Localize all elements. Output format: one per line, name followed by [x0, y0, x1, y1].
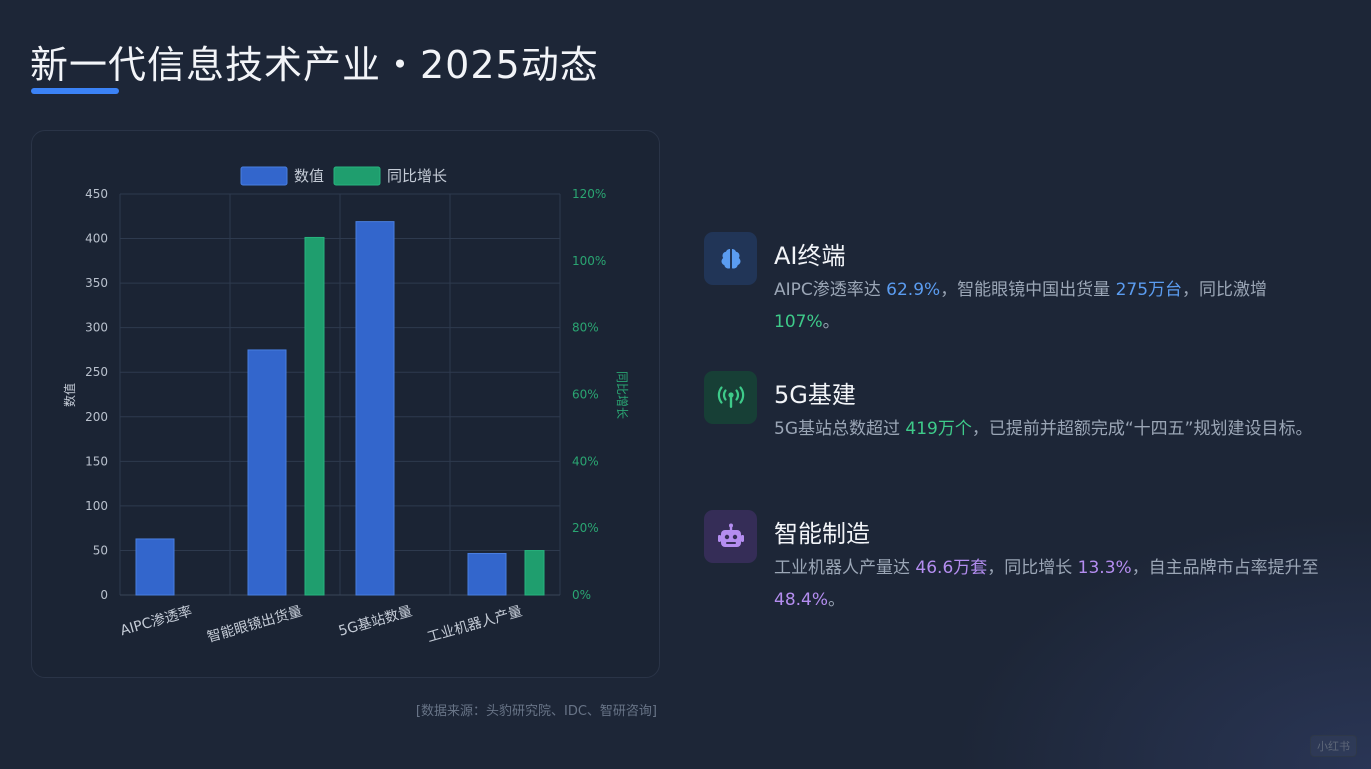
highlight-value: 107%: [774, 312, 823, 332]
legend-label: 数值: [294, 167, 324, 185]
y-tick-label: 350: [85, 276, 108, 290]
desc-text: 工业机器人产量达: [774, 558, 916, 578]
desc-text: 。: [822, 312, 840, 332]
x-tick-label: AIPC渗透率: [118, 603, 194, 640]
y-tick-label: 250: [85, 365, 108, 379]
y2-tick-label: 20%: [572, 521, 599, 535]
y2-tick-label: 100%: [572, 254, 606, 268]
y-tick-label: 200: [85, 410, 108, 424]
x-tick-label: 工业机器人产量: [425, 603, 524, 645]
highlight-value: 419万个: [905, 419, 972, 439]
brain-icon: [704, 232, 757, 285]
title-underline: [31, 88, 119, 94]
page-title: 新一代信息技术产业・2025动态: [30, 43, 599, 87]
y2-axis-title: 同比增长: [615, 371, 629, 419]
desc-text: ，智能眼镜中国出货量: [940, 280, 1116, 300]
y-axis-title: 数值: [62, 383, 77, 407]
bar-chart: 0 50 100 150 200 250 300 350 400 450 0% 20% 40% 60% 80…: [62, 166, 629, 646]
background-glow: [951, 509, 1371, 769]
highlight-value: 275万台: [1115, 280, 1183, 300]
legend-label: 同比增长: [387, 167, 447, 185]
x-tick-label: 智能眼镜出货量: [205, 603, 304, 646]
highlight-value: 48.4%: [774, 590, 829, 610]
y-tick-label: 50: [93, 543, 108, 557]
y2-tick-label: 80%: [572, 321, 599, 335]
info-heading: AI终端: [774, 242, 846, 270]
desc-text: AIPC渗透率达: [774, 280, 887, 300]
watermark-logo: 小红书: [1310, 735, 1357, 757]
desc-text: ，同比激增: [1182, 280, 1268, 300]
desc-text: 5G基站总数超过: [774, 419, 906, 439]
antenna-icon: [704, 371, 757, 424]
y2-tick-label: 60%: [572, 388, 599, 402]
y-tick-label: 150: [85, 454, 108, 468]
bar-value: [467, 552, 507, 596]
info-heading: 智能制造: [774, 520, 870, 548]
y-tick-label: 300: [85, 321, 108, 335]
info-description: 5G基站总数超过 419万个，已提前并超额完成“十四五”规划建设目标。: [774, 413, 1324, 445]
desc-text: ，已提前并超额完成“十四五”规划建设目标。: [971, 419, 1313, 439]
robot-icon: [704, 510, 757, 563]
info-heading: 5G基建: [774, 381, 856, 409]
y-tick-label: 450: [85, 187, 108, 201]
x-tick-label: 5G基站数量: [337, 603, 415, 640]
data-source-note: [数据来源：头豹研究院、IDC、智研咨询]: [415, 704, 657, 719]
chart-card: 0 50 100 150 200 250 300 350 400 450 0% 20% 40% 60% 80…: [31, 130, 660, 678]
y-tick-label: 100: [85, 499, 108, 513]
y2-tick-label: 40%: [572, 454, 599, 468]
desc-text: 。: [828, 590, 846, 610]
info-description: 工业机器人产量达 46.6万套，同比增长 13.3%，自主品牌市占率提升至 48…: [774, 552, 1324, 616]
bar-value: [247, 349, 287, 596]
desc-text: ，自主品牌市占率提升至: [1131, 558, 1319, 578]
y-tick-label: 400: [85, 232, 108, 246]
legend-swatch: [240, 166, 288, 186]
bar-value: [355, 221, 395, 596]
highlight-value: 46.6万套: [915, 558, 988, 578]
highlight-value: 13.3%: [1077, 558, 1132, 578]
bar-growth: [304, 236, 325, 596]
desc-text: ，同比增长: [987, 558, 1078, 578]
highlight-value: 62.9%: [886, 280, 941, 300]
y-tick-label: 0: [100, 588, 108, 602]
info-description: AIPC渗透率达 62.9%，智能眼镜中国出货量 275万台，同比激增 107%…: [774, 274, 1324, 338]
bar-value: [135, 538, 175, 596]
legend-swatch: [333, 166, 381, 186]
y2-tick-label: 0%: [572, 588, 591, 602]
bar-growth: [524, 550, 545, 596]
y2-tick-label: 120%: [572, 187, 606, 201]
